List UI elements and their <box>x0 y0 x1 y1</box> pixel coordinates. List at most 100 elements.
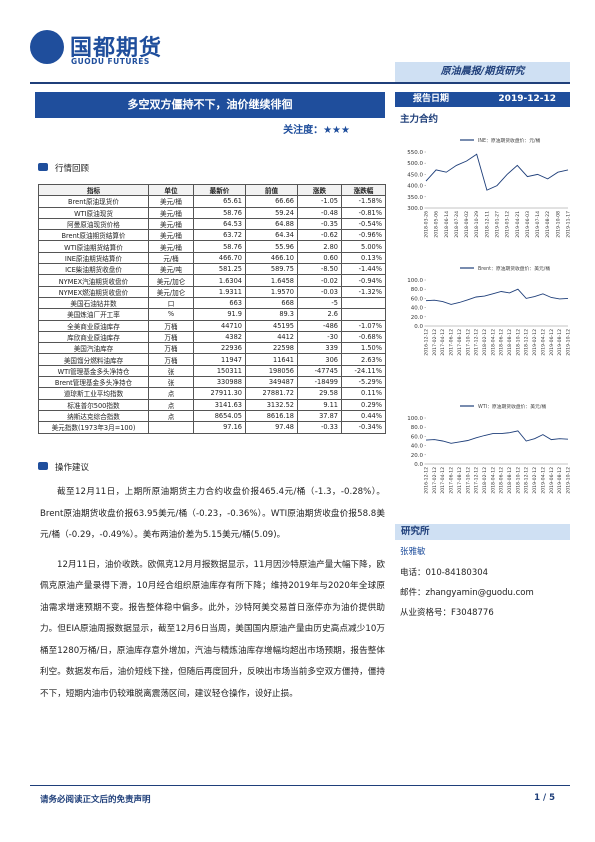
table-row: WTI原油现货 美元/桶 58.76 59.24 -0.48 -0.81% <box>38 206 386 219</box>
table-row: 道琼斯工业平均指数点 27911.30 27881.72 29.58 0.11% <box>38 387 386 400</box>
table-cell: 198056 <box>245 364 298 378</box>
header-rule <box>30 82 570 84</box>
x-tick-label: 2018-12-11 <box>484 211 490 238</box>
table-cell: 点 <box>148 409 194 423</box>
table-cell: 37.87 <box>297 409 342 423</box>
x-tick-label: 2019-06-03 <box>525 211 531 238</box>
table-cell: 万桶 <box>148 319 194 332</box>
table-cell: 663 <box>193 296 246 310</box>
price-line <box>425 153 569 191</box>
table-cell: -5.29% <box>341 376 386 389</box>
table-cell: 668 <box>245 296 298 310</box>
table-cell: 64.34 <box>245 229 298 242</box>
x-tick-label: 2018-02-12 <box>482 329 488 356</box>
table-cell: -1.07% <box>341 319 386 332</box>
table-cell: 张 <box>148 376 194 389</box>
x-tick-label: 2016-12-12 <box>424 467 430 494</box>
x-tick-label: 2017-04-12 <box>440 467 446 494</box>
table-cell: -0.33 <box>297 421 342 434</box>
table-cell: -1.32% <box>341 285 386 298</box>
x-tick-label: 2018-08-12 <box>507 329 513 356</box>
column-header: 单位 <box>148 183 194 197</box>
y-tick-label: 550.0 <box>407 150 423 156</box>
table-cell: 张 <box>148 364 194 378</box>
price-line <box>425 288 569 305</box>
table-cell: 全美商业原油库存 <box>38 319 149 332</box>
table-row: Brent原油期货结算价 美元/桶 63.72 64.34 -0.62 -0.96% <box>38 229 386 242</box>
x-tick-label: 2018-08-12 <box>507 467 513 494</box>
legend-label: Brent：原油期货收盘价：美元/桶 <box>478 265 550 272</box>
table-cell: 美元/桶 <box>148 229 194 242</box>
y-tick-label: 40.0 <box>411 306 424 312</box>
column-header: 最新价 <box>193 183 246 197</box>
table-cell: 美元/桶 <box>148 240 194 253</box>
table-cell: 45195 <box>245 319 298 332</box>
x-tick-label: 2018-06-12 <box>499 467 505 494</box>
x-tick-label: 2016-12-12 <box>424 329 430 356</box>
x-tick-label: 2018-06-14 <box>444 211 450 238</box>
table-cell: % <box>148 308 194 321</box>
table-cell: WTI原油期货结算价 <box>38 240 149 253</box>
table-cell: -47745 <box>297 364 342 378</box>
column-header: 涨跌 <box>297 183 342 197</box>
table-cell: -18499 <box>297 376 342 389</box>
table-cell: 5.00% <box>341 240 386 253</box>
table-row: ICE柴油期货收盘价 美元/吨 581.25 589.75 -8.50 -1.44% <box>38 263 386 276</box>
x-tick-label: 2018-10-12 <box>515 329 521 356</box>
table-cell: 3141.63 <box>193 398 246 411</box>
table-cell: 66.66 <box>245 195 298 208</box>
column-header: 指标 <box>38 183 149 197</box>
y-tick-label: 100.0 <box>407 416 423 422</box>
table-cell: 美元/桶 <box>148 195 194 208</box>
y-tick-label: 0.0 <box>414 324 423 330</box>
table-cell: 美元/桶 <box>148 206 194 219</box>
table-cell: INE原油期货结算价 <box>38 251 149 265</box>
attention: 关注度：★★★ <box>240 121 350 136</box>
table-cell: 22598 <box>245 342 298 355</box>
column-header: 涨跌幅 <box>341 183 386 197</box>
report-date-value: 2019-12-12 <box>498 94 556 104</box>
logo-en: GUODU FUTURES <box>71 57 150 66</box>
header-band: 原油晨报/期货研究 <box>395 62 570 82</box>
table-cell: 元/桶 <box>148 251 194 265</box>
table-cell: 55.96 <box>245 240 298 253</box>
table-cell <box>341 308 386 321</box>
x-tick-label: 2017-12-12 <box>474 329 480 356</box>
table-cell: 1.6458 <box>245 274 298 287</box>
x-tick-label: 2019-08-12 <box>557 329 563 356</box>
table-cell: -8.50 <box>297 263 342 276</box>
review-heading: 行情回顾 <box>55 164 90 174</box>
x-tick-label: 2018-05-06 <box>434 211 440 238</box>
x-tick-label: 2019-03-12 <box>505 211 511 238</box>
table-cell: -0.48 <box>297 206 342 219</box>
table-cell: WTI管理基金多头净持仓 <box>38 364 149 378</box>
x-tick-label: 2019-10-12 <box>566 467 572 494</box>
table-row: 纳斯达克综合指数点 8654.05 8616.18 37.87 0.44% <box>38 409 386 423</box>
legend-label: WTI：原油期货收盘价：美元/桶 <box>478 403 546 410</box>
table-cell: 2.63% <box>341 353 386 366</box>
table-cell: -24.11% <box>341 364 386 378</box>
x-tick-label: 2019-06-12 <box>549 467 555 494</box>
x-tick-label: 2017-06-12 <box>449 467 455 494</box>
table-row: Brent管理基金多头净持仓张 330988 349487 -18499 -5.29% <box>38 376 386 389</box>
paragraph: 12月11日，油价收跌。欧佩克12月月报数据显示，11月因沙特原油产量大幅下降，… <box>40 559 385 699</box>
x-tick-label: 2018-10-12 <box>515 467 521 494</box>
table-row: Brent原油现货价 美元/桶 65.61 66.66 -1.05 -1.58% <box>38 195 386 208</box>
x-tick-label: 2017-10-12 <box>465 467 471 494</box>
table-cell: 466.70 <box>193 251 246 265</box>
table-cell: 万桶 <box>148 330 194 344</box>
x-tick-label: 2017-04-12 <box>440 329 446 356</box>
table-cell: 44710 <box>193 319 246 332</box>
attention-label: 关注度： <box>283 125 324 136</box>
table-cell: 口 <box>148 296 194 310</box>
y-tick-label: 450.0 <box>407 172 423 178</box>
table-cell: 4412 <box>245 330 298 344</box>
section-icon <box>38 163 48 171</box>
table-row: WTI管理基金多头净持仓张 150311 198056 -47745 -24.11% <box>38 364 386 378</box>
x-tick-label: 2018-09-02 <box>464 211 470 238</box>
table-cell: 1.9311 <box>193 285 246 298</box>
table-row: 美国汽油库存 万桶 22936 22598 339 1.50% <box>38 342 386 355</box>
x-tick-label: 2018-03-26 <box>424 211 430 238</box>
table-cell: 库欣商业原油库存 <box>38 330 149 344</box>
